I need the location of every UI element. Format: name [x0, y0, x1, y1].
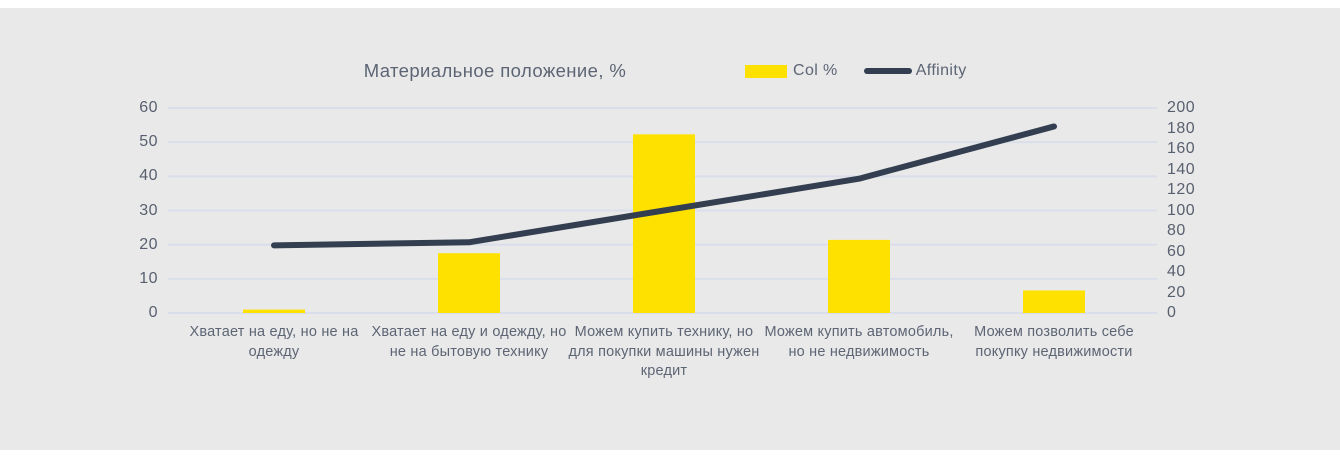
affinity-line [271, 123, 1057, 249]
right-axis-tick: 0 [1167, 304, 1177, 321]
right-axis-tick: 80 [1167, 222, 1186, 239]
category-label: Хватает на еду и одежду, но не на бытову… [371, 324, 567, 360]
left-axis-tick: 20 [139, 235, 158, 253]
chart-title: Материальное положение, % [363, 60, 627, 81]
right-axis-tick: 60 [1167, 242, 1186, 260]
left-axis-tick: 10 [139, 269, 158, 287]
left-axis-tick: 50 [139, 133, 158, 151]
left-axis-tick: 40 [139, 167, 158, 185]
legend-item-col: Col % [745, 62, 838, 80]
legend-label-col: Col % [793, 62, 838, 79]
right-axis-tick: 200 [1167, 99, 1196, 116]
right-axis-tick: 160 [1167, 140, 1196, 157]
bar-col-percent [828, 239, 890, 313]
left-axis-tick: 60 [139, 99, 158, 116]
category-label: Хватает на еду, но не на одежду [189, 324, 359, 360]
left-axis-tick: 30 [139, 201, 158, 219]
category-label: Можем купить технику, но для покупки маш… [568, 324, 760, 379]
bar-col-percent [633, 134, 695, 313]
legend-item-affinity: Affinity [863, 62, 967, 80]
right-axis-tick: 20 [1167, 283, 1186, 301]
bar-swatch-icon [745, 64, 787, 78]
right-axis-tick: 140 [1167, 160, 1196, 178]
right-axis-tick: 120 [1167, 181, 1196, 198]
category-label: Можем купить автомобиль, но не недвижимо… [764, 324, 954, 360]
right-axis-tick: 180 [1167, 119, 1196, 137]
right-axis-tick: 100 [1167, 201, 1196, 219]
legend-label-affinity: Affinity [915, 62, 967, 79]
category-label: Можем позволить себе покупку недвижимост… [974, 324, 1134, 360]
bar-col-percent [1023, 290, 1085, 313]
left-axis-tick: 0 [148, 304, 158, 321]
line-swatch-icon [863, 68, 912, 74]
legend: Col % Affinity [745, 62, 967, 80]
bar-col-percent [438, 253, 500, 313]
bar-col-percent [243, 309, 305, 313]
right-axis-tick: 40 [1167, 263, 1186, 280]
